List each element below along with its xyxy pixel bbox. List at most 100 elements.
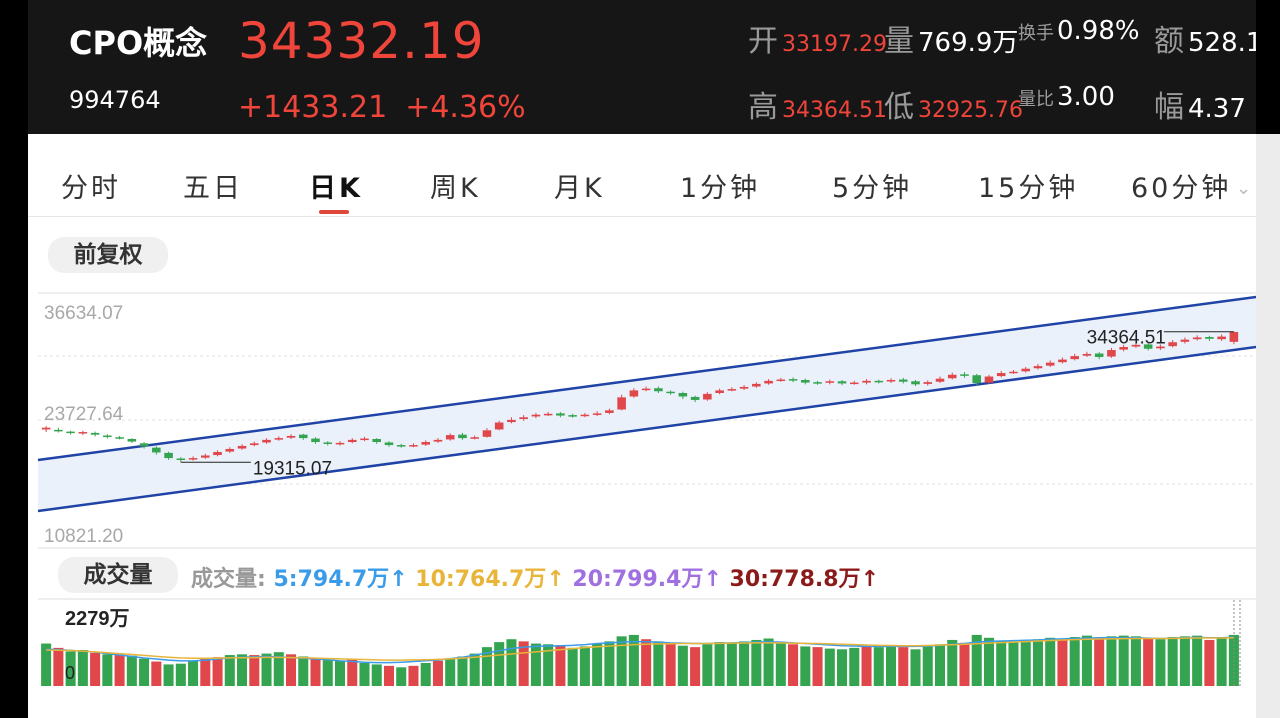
stat-volume-ratio: 量比 3.00 bbox=[1018, 82, 1115, 112]
stat-open-label: 开 bbox=[748, 24, 778, 59]
arrow-up-icon: ↑ bbox=[703, 567, 722, 592]
candle bbox=[396, 443, 406, 448]
volume-bar bbox=[555, 645, 566, 686]
candle-body bbox=[188, 458, 198, 460]
candle-body bbox=[213, 452, 222, 456]
candle bbox=[911, 379, 920, 387]
volume-indicator-button[interactable]: 成交量 bbox=[58, 557, 178, 593]
stat-amount-label: 额 bbox=[1154, 24, 1184, 59]
candle bbox=[372, 438, 382, 444]
tab-monthly-k[interactable]: 月K bbox=[554, 173, 605, 204]
candle-body bbox=[164, 452, 173, 459]
tab-weekly-k[interactable]: 周K bbox=[430, 173, 481, 204]
candle-body bbox=[274, 438, 284, 440]
candle bbox=[1229, 331, 1239, 345]
candle bbox=[494, 420, 504, 431]
volume-bar bbox=[1081, 635, 1092, 686]
candle bbox=[458, 432, 467, 440]
volume-bar bbox=[359, 662, 370, 686]
candle bbox=[947, 372, 957, 380]
price-axis-label: 10821.20 bbox=[44, 526, 123, 547]
tab-60min[interactable]: 60分钟 bbox=[1131, 173, 1232, 204]
candle bbox=[801, 378, 810, 385]
candle-body bbox=[458, 434, 467, 439]
candle-body bbox=[629, 390, 639, 397]
volume-bar bbox=[518, 641, 529, 686]
candle bbox=[335, 441, 345, 446]
candle-body bbox=[739, 386, 749, 389]
candle-body bbox=[396, 445, 406, 447]
stock-code: 994764 bbox=[69, 86, 161, 114]
candle-body bbox=[678, 392, 688, 397]
candle bbox=[41, 425, 51, 433]
candle-body bbox=[1156, 346, 1165, 349]
tab-15min[interactable]: 15分钟 bbox=[978, 173, 1079, 204]
candle bbox=[323, 441, 333, 446]
candle bbox=[972, 373, 982, 386]
candle bbox=[764, 379, 773, 385]
candle bbox=[201, 453, 210, 459]
candle-body bbox=[1168, 342, 1177, 347]
adjust-button[interactable]: 前复权 bbox=[48, 237, 168, 273]
candle-body bbox=[727, 389, 737, 391]
candle bbox=[286, 434, 296, 439]
candle-body bbox=[935, 378, 945, 382]
candle bbox=[788, 377, 798, 383]
volume-bar bbox=[690, 647, 701, 686]
volume-bar bbox=[310, 657, 321, 686]
volume-bar bbox=[1192, 635, 1203, 686]
tab-1min[interactable]: 1分钟 bbox=[680, 173, 761, 204]
volume-bar bbox=[983, 637, 994, 686]
volume-bar bbox=[604, 641, 615, 686]
candle-body bbox=[605, 410, 614, 413]
candle bbox=[935, 376, 945, 384]
kline-chart: 36634.07 23727.64 10821.20 34364.51 19315.07… bbox=[37, 292, 1256, 686]
stat-high: 高 34364.51 bbox=[748, 82, 887, 126]
candle-body bbox=[1082, 353, 1092, 356]
volume-bar bbox=[800, 646, 811, 686]
candle-body bbox=[813, 382, 822, 384]
chevron-down-icon[interactable]: ⌄ bbox=[1236, 178, 1252, 199]
candle-body bbox=[201, 455, 210, 458]
candle-body bbox=[1009, 371, 1018, 374]
candle bbox=[752, 382, 761, 388]
volume-bar bbox=[469, 653, 480, 686]
volume-bar bbox=[837, 649, 848, 686]
candle bbox=[262, 438, 271, 444]
candle bbox=[250, 441, 259, 447]
candle bbox=[1021, 366, 1030, 373]
volume-bar bbox=[1032, 639, 1043, 686]
candle-body bbox=[41, 427, 51, 430]
volume-bar bbox=[579, 646, 590, 686]
candle-body bbox=[335, 442, 345, 445]
candle-body bbox=[360, 438, 369, 441]
candle bbox=[592, 411, 602, 416]
candle-body bbox=[715, 390, 724, 393]
arrow-up-icon: ↑ bbox=[546, 567, 565, 592]
tab-intraday[interactable]: 分时 bbox=[61, 173, 121, 204]
volume-bar bbox=[1143, 638, 1154, 686]
volume-bar bbox=[65, 651, 76, 686]
tab-5min[interactable]: 5分钟 bbox=[832, 173, 913, 204]
candle bbox=[127, 438, 137, 443]
candle bbox=[1094, 352, 1104, 360]
candle bbox=[1168, 340, 1177, 348]
volume-bar bbox=[1204, 639, 1215, 686]
candle bbox=[507, 417, 516, 424]
candle bbox=[1119, 344, 1128, 352]
volume-bar bbox=[677, 645, 688, 686]
tab-daily-k[interactable]: 日K bbox=[309, 173, 363, 204]
candle-body bbox=[592, 413, 602, 415]
candle bbox=[1009, 370, 1018, 374]
candle-body bbox=[825, 381, 835, 383]
volume-ma10: 10:764.7万 bbox=[415, 567, 547, 592]
candle-body bbox=[78, 432, 88, 434]
tab-five-day[interactable]: 五日 bbox=[183, 173, 243, 204]
max-price-label: 34364.51 bbox=[1087, 328, 1166, 349]
candle bbox=[188, 456, 198, 461]
volume-bar bbox=[996, 640, 1007, 686]
stat-high-label: 高 bbox=[748, 90, 778, 125]
volume-bar bbox=[420, 662, 431, 686]
candle-body bbox=[433, 439, 443, 442]
candle bbox=[1217, 334, 1226, 341]
